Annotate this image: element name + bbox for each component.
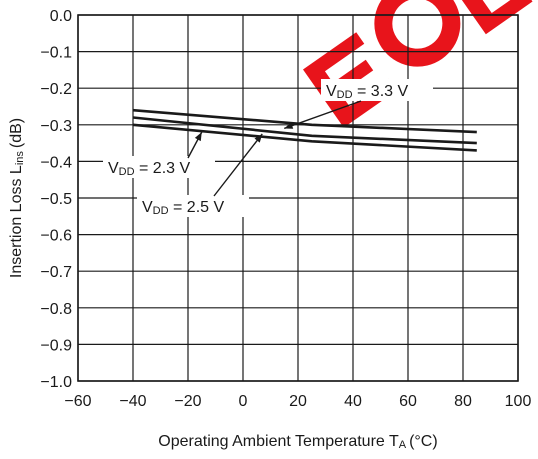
series-line-2	[132, 123, 477, 152]
annotation-arrowhead	[254, 133, 263, 143]
series-line-1	[132, 116, 477, 145]
watermark-letter-l	[430, 0, 533, 35]
watermark-letters	[302, 0, 533, 128]
annotation-leader	[213, 133, 263, 197]
annotation-value: = 3.3 V	[353, 83, 409, 100]
y-tick-label: −1.0	[40, 374, 72, 391]
annotation-value: = 2.5 V	[169, 199, 225, 216]
annotation-bg	[137, 195, 249, 217]
y-tick-label: −0.2	[40, 81, 72, 98]
x-tick-label: −20	[174, 393, 201, 410]
y-tick-label: −0.6	[40, 228, 72, 245]
y-tick-label: −0.5	[40, 191, 72, 208]
annotation-2: VDD = 2.5 V	[137, 133, 263, 217]
annotation-bg	[321, 79, 433, 101]
watermark-letter-o	[374, 0, 461, 67]
annotation-0: VDD = 3.3 V	[284, 79, 433, 130]
watermark-eol-logo	[302, 0, 533, 128]
annotation-arrowhead	[194, 132, 202, 142]
y-tick-label: −0.8	[40, 301, 72, 318]
annotation-value: = 2.3 V	[135, 160, 191, 177]
annotation-sub: DD	[153, 205, 169, 217]
annotation-1: VDD = 2.3 V	[103, 131, 215, 178]
x-tick-label: 0	[239, 393, 248, 410]
y-tick-label: −0.3	[40, 118, 72, 135]
y-tick-label: 0.0	[50, 8, 72, 25]
x-tick-label: 20	[289, 393, 307, 410]
x-tick-label: 80	[454, 393, 472, 410]
x-tick-label: 40	[344, 393, 362, 410]
annotation-bg	[103, 156, 215, 178]
x-tick-label: −60	[64, 393, 91, 410]
x-tick-label: 100	[505, 393, 532, 410]
x-tick-label: 60	[399, 393, 417, 410]
annotation-label: VDD = 2.3 V	[108, 160, 190, 178]
annotation-v: V	[142, 199, 153, 216]
annotation-leader	[284, 100, 362, 130]
y-tick-label: −0.9	[40, 337, 72, 354]
y-tick-label: −0.7	[40, 264, 72, 281]
annotation-v: V	[326, 83, 337, 100]
y-tick-label: −0.1	[40, 45, 72, 62]
series-lines	[132, 108, 477, 152]
annotation-sub: DD	[119, 166, 135, 178]
y-tick-label: −0.4	[40, 154, 72, 171]
x-axis-title: Operating Ambient Temperature TA (°C)	[158, 433, 437, 451]
x-axis-ticks: −60 −40 −20 0 20 40 60 80 100	[64, 393, 531, 410]
y-axis-title: Insertion Loss Lins(dB)	[8, 118, 26, 278]
y-axis-ticks: 0.0 −0.1 −0.2 −0.3 −0.4 −0.5 −0.6 −0.7 −0.8 −0.9 −…	[40, 8, 72, 391]
annotation-sub: DD	[337, 89, 353, 101]
annotation-label: VDD = 3.3 V	[326, 83, 408, 101]
series-line-0	[132, 108, 477, 134]
x-tick-label: −40	[119, 393, 146, 410]
plot-frame	[77, 14, 519, 382]
annotation-v: V	[108, 160, 119, 177]
annotation-label: VDD = 2.5 V	[142, 199, 224, 217]
annotation-arrowhead	[284, 122, 294, 129]
